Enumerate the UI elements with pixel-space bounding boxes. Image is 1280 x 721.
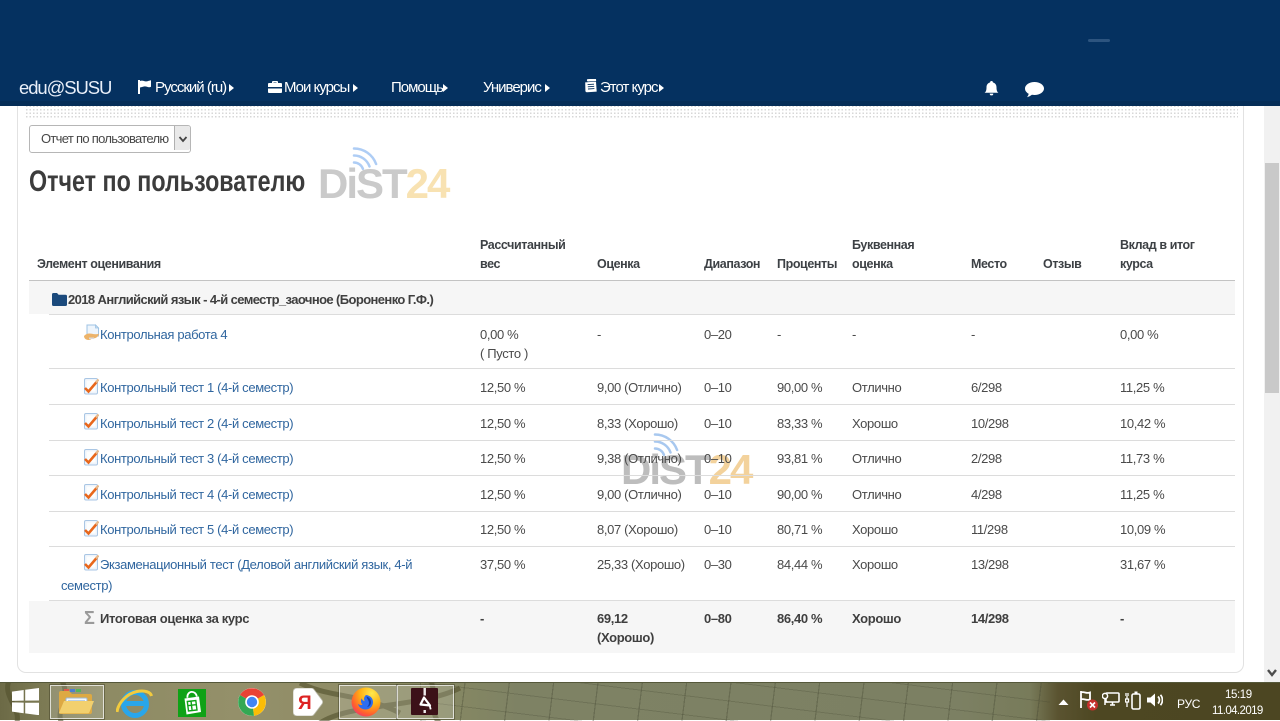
svg-text:Я: Я — [298, 693, 312, 714]
